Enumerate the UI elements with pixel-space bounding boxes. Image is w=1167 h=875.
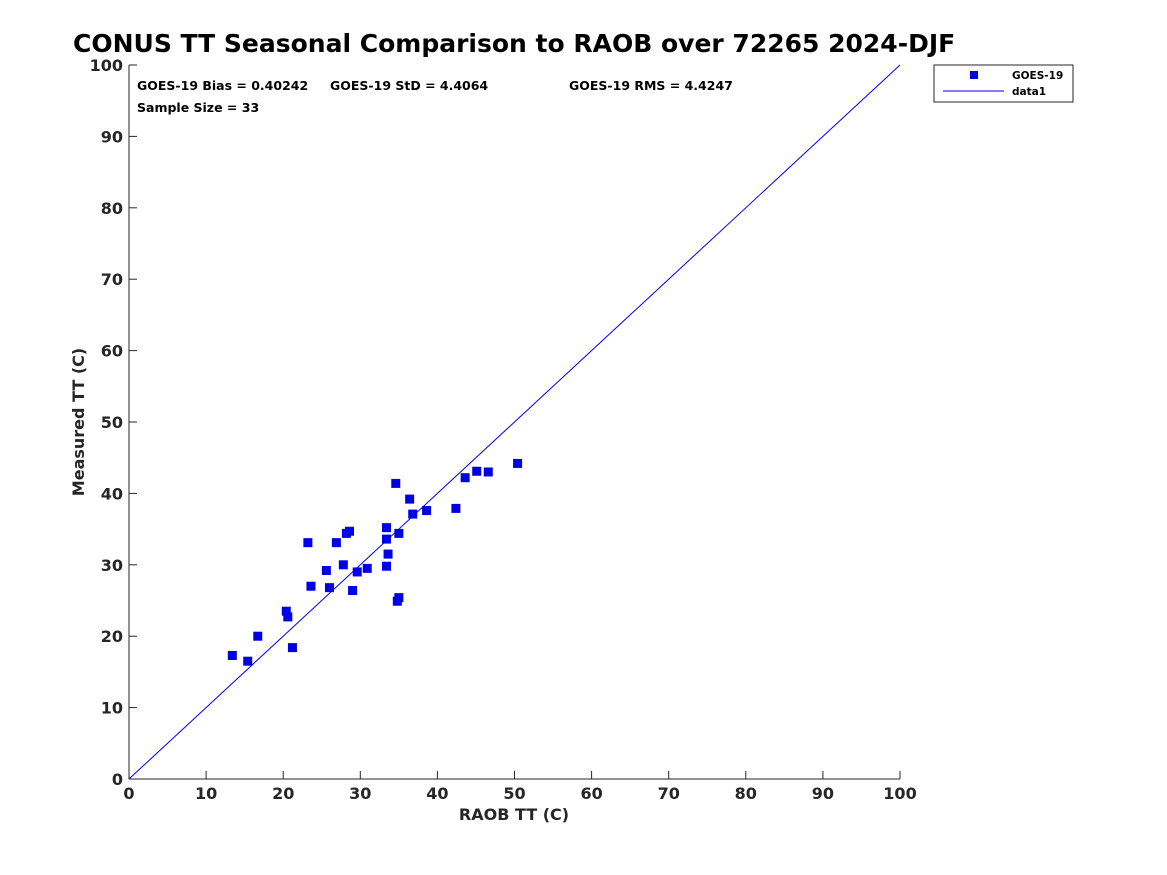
data-point — [472, 466, 482, 476]
legend-box — [933, 64, 1074, 103]
y-tick-label: 20 — [101, 627, 123, 646]
y-tick-label: 10 — [101, 699, 123, 718]
y-tick-label: 40 — [101, 484, 123, 503]
data-point — [321, 566, 331, 576]
data-point — [513, 458, 523, 468]
data-point — [352, 567, 362, 577]
y-axis-label: Measured TT (C) — [69, 348, 88, 496]
legend-label-data1: data1 — [1012, 86, 1046, 98]
data-point — [338, 560, 348, 570]
data-point — [460, 473, 470, 483]
y-tick-label: 50 — [101, 413, 123, 432]
data-point — [227, 650, 237, 660]
data-point — [408, 509, 418, 519]
data-point — [243, 656, 253, 666]
stat-sample-size: Sample Size = 33 — [137, 100, 259, 115]
data-point — [348, 586, 358, 596]
data-point — [362, 563, 372, 573]
data-point — [382, 523, 392, 533]
y-tick-label: 100 — [90, 56, 123, 75]
stat-rms: GOES-19 RMS = 4.4247 — [569, 78, 733, 93]
x-tick-label: 20 — [272, 784, 294, 803]
x-tick-label: 70 — [658, 784, 680, 803]
x-tick-label: 0 — [123, 784, 134, 803]
data-point — [283, 612, 293, 622]
data-point — [394, 528, 404, 538]
stat-std: GOES-19 StD = 4.4064 — [330, 78, 488, 93]
x-tick-label: 80 — [735, 784, 757, 803]
data-point — [391, 478, 401, 488]
x-tick-label: 30 — [349, 784, 371, 803]
legend: GOES-19 data1 — [933, 64, 1074, 103]
data-point — [382, 561, 392, 571]
x-tick-label: 100 — [883, 784, 916, 803]
stat-bias: GOES-19 Bias = 0.40242 — [137, 78, 308, 93]
data-point — [383, 549, 393, 559]
data-point — [331, 538, 341, 548]
y-tick-label: 70 — [101, 270, 123, 289]
x-tick-label: 60 — [580, 784, 602, 803]
data-point — [306, 581, 316, 591]
x-tick-label: 50 — [503, 784, 525, 803]
legend-marker-square-icon — [970, 71, 978, 79]
data-point — [405, 494, 415, 504]
y-tick-label: 0 — [112, 770, 123, 789]
data-point — [281, 606, 291, 616]
legend-label-goes19: GOES-19 — [1012, 70, 1063, 82]
x-tick-label: 10 — [195, 784, 217, 803]
x-tick-label: 40 — [426, 784, 448, 803]
data-point — [382, 534, 392, 544]
chart-title: CONUS TT Seasonal Comparison to RAOB ove… — [73, 29, 955, 58]
y-tick-label: 60 — [101, 342, 123, 361]
data-point — [345, 526, 355, 536]
y-tick-label: 90 — [101, 127, 123, 146]
data-point — [451, 503, 461, 513]
data-point — [324, 583, 334, 593]
plot-area: 0 10 20 30 40 50 60 70 80 90 100 0 10 20 30 40 50 60 70 80 9… — [90, 56, 917, 803]
data-point — [287, 643, 297, 653]
data-point — [422, 506, 432, 516]
data-point — [394, 593, 404, 603]
series-line-data1 — [128, 64, 901, 780]
y-tick-label: 80 — [101, 199, 123, 218]
x-axis-label: RAOB TT (C) — [459, 805, 569, 824]
data-point — [303, 538, 313, 548]
data-point — [483, 467, 493, 477]
data-point — [253, 631, 263, 641]
y-tick-label: 30 — [101, 556, 123, 575]
x-tick-label: 90 — [812, 784, 834, 803]
